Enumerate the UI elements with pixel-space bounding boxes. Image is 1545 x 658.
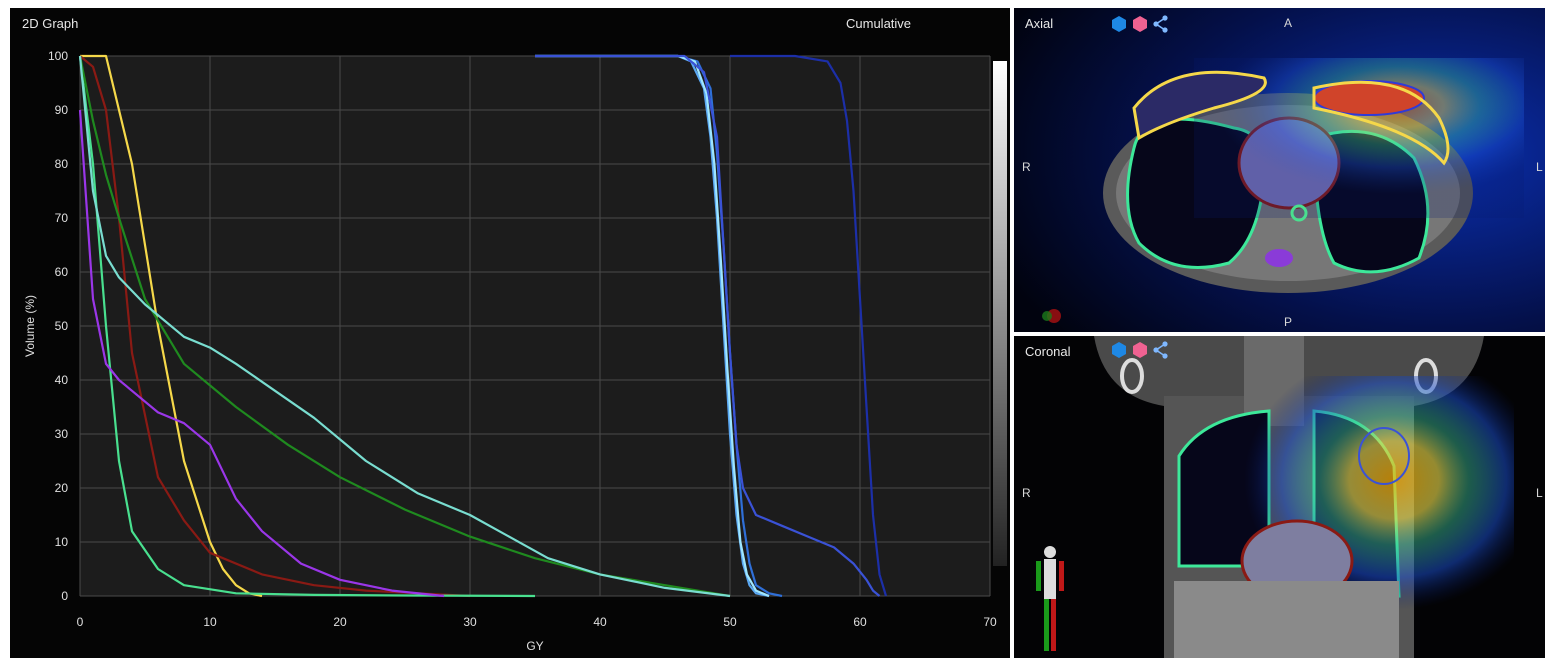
y-tick-label: 50 (55, 319, 69, 333)
y-tick-label: 40 (55, 373, 69, 387)
view-toolbar[interactable] (1109, 14, 1181, 34)
y-axis-label: Volume (%) (23, 295, 37, 357)
blue-hexagon-icon[interactable] (1112, 16, 1126, 32)
x-tick-label: 50 (723, 615, 737, 629)
coronal-view-title: Coronal (1025, 344, 1071, 359)
y-tick-label: 100 (48, 49, 68, 63)
dvh-curve-10[interactable] (535, 54, 881, 597)
x-tick-label: 20 (333, 615, 347, 629)
dvh-curve-2[interactable] (79, 55, 471, 598)
share-icon[interactable] (1153, 15, 1168, 33)
blue-hexagon-icon[interactable] (1112, 342, 1126, 358)
orientation-posterior: P (1284, 315, 1293, 329)
x-tick-label: 40 (593, 615, 607, 629)
orientation-left: L (1536, 160, 1543, 174)
x-axis-label: GY (526, 639, 543, 653)
y-tick-label: 90 (55, 103, 69, 117)
orientation-right: R (1022, 486, 1031, 500)
x-tick-label: 10 (203, 615, 217, 629)
y-tick-label: 20 (55, 481, 69, 495)
axial-view-title: Axial (1025, 16, 1054, 31)
axis-ticks: 0 10 20 30 40 50 60 70 0 10 20 30 40 50 60 70 80 90 100 (48, 49, 997, 629)
orientation-anterior: A (1284, 16, 1293, 30)
dvh-curve-6[interactable] (78, 55, 731, 598)
y-tick-label: 60 (55, 265, 69, 279)
y-tick-label: 80 (55, 157, 69, 171)
x-tick-label: 70 (983, 615, 997, 629)
y-tick-label: 30 (55, 427, 69, 441)
dvh-curve-3[interactable] (78, 55, 536, 598)
view-toolbar[interactable] (1109, 340, 1181, 360)
x-tick-label: 60 (853, 615, 867, 629)
grid (79, 55, 991, 597)
dvh-chart[interactable]: 0 10 20 30 40 50 60 70 0 10 20 30 40 50 60 70 80 90 100 GY… (10, 8, 1010, 658)
axial-view[interactable]: Axial A P R L (1014, 8, 1545, 332)
share-icon[interactable] (1153, 341, 1168, 359)
graph-title: 2D Graph (22, 16, 79, 31)
x-tick-label: 0 (77, 615, 84, 629)
coronal-image (1014, 336, 1545, 658)
y-tick-label: 0 (61, 589, 68, 603)
dose-scale-bar (993, 61, 1007, 566)
dvh-graph-panel[interactable]: 0 10 20 30 40 50 60 70 0 10 20 30 40 50 60 70 80 90 100 GY… (10, 8, 1010, 658)
dvh-curve-9[interactable] (535, 54, 770, 598)
pink-hexagon-icon[interactable] (1133, 342, 1147, 358)
dose-volume-curves (78, 54, 888, 598)
graph-mode-label[interactable]: Cumulative (846, 16, 912, 31)
dvh-curve-1[interactable] (80, 54, 263, 598)
axial-image (1014, 8, 1545, 332)
pink-hexagon-icon[interactable] (1133, 16, 1147, 32)
orientation-left: L (1536, 486, 1543, 500)
y-tick-label: 10 (55, 535, 69, 549)
dvh-curve-5[interactable] (78, 55, 731, 598)
orientation-right: R (1022, 160, 1031, 174)
dvh-curve-11[interactable] (730, 54, 888, 597)
x-tick-label: 30 (463, 615, 477, 629)
y-tick-label: 70 (55, 211, 69, 225)
body-orientation-icon (1036, 546, 1064, 651)
coronal-view[interactable]: Coronal R L (1014, 336, 1545, 658)
dvh-curve-4[interactable] (78, 109, 445, 598)
